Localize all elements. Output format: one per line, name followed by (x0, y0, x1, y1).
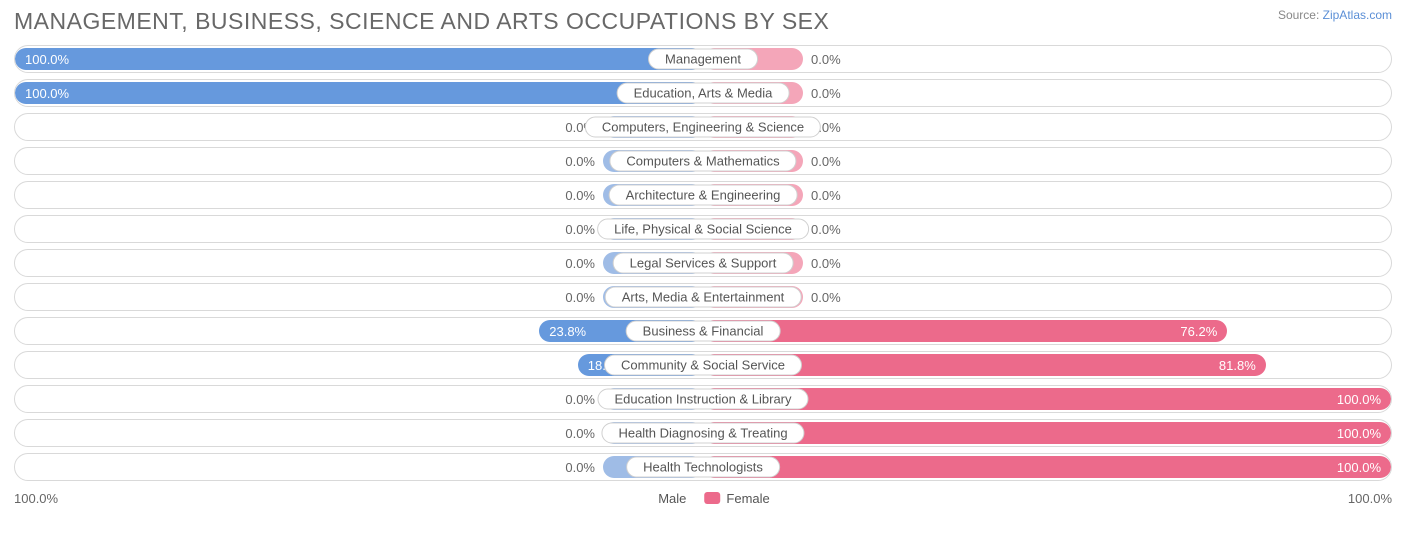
chart-row: 0.0% 0.0% Legal Services & Support (14, 249, 1392, 277)
source-prefix: Source: (1278, 8, 1319, 22)
female-pct-label: 0.0% (811, 182, 841, 208)
female-half: 0.0% (703, 284, 1391, 310)
chart-rows: 100.0% 0.0% Management 100.0% 0.0% Education,… (14, 45, 1392, 481)
legend-label-female: Female (726, 491, 769, 506)
category-label: Education, Arts & Media (617, 83, 790, 104)
male-half: 0.0% (15, 454, 703, 480)
female-pct-label: 0.0% (811, 250, 841, 276)
chart-row: 18.2% 81.8% Community & Social Service (14, 351, 1392, 379)
chart-row: 0.0% 0.0%Life, Physical & Social Science (14, 215, 1392, 243)
female-half: 0.0% (703, 182, 1391, 208)
female-pct-label: 0.0% (811, 216, 841, 242)
female-pct-label: 76.2% (1170, 318, 1227, 344)
source-link[interactable]: ZipAtlas.com (1323, 8, 1392, 22)
female-bar (703, 422, 1391, 444)
category-label: Arts, Media & Entertainment (605, 287, 802, 308)
male-half: 0.0% (15, 148, 703, 174)
legend-item-female: Female (704, 491, 769, 506)
female-half: 0.0% (703, 80, 1391, 106)
chart-footer: 100.0% Male Female 100.0% (14, 487, 1392, 509)
category-label: Health Technologists (626, 457, 780, 478)
legend-label-male: Male (658, 491, 686, 506)
axis-left-label: 100.0% (14, 491, 58, 506)
diverging-bar-chart: MANAGEMENT, BUSINESS, SCIENCE AND ARTS O… (0, 0, 1406, 515)
chart-row: 100.0% 0.0% Management (14, 45, 1392, 73)
male-pct-label: 0.0% (565, 148, 595, 174)
category-label: Education Instruction & Library (597, 389, 808, 410)
category-label: Life, Physical & Social Science (597, 219, 809, 240)
chart-row: 0.0% 100.0% Health Diagnosing & Treating (14, 419, 1392, 447)
female-pct-label: 100.0% (1327, 454, 1391, 480)
chart-row: 23.8% 76.2% Business & Financial (14, 317, 1392, 345)
female-bar (703, 456, 1391, 478)
female-half: 0.0% (703, 46, 1391, 72)
axis-right-label: 100.0% (1348, 491, 1392, 506)
chart-row: 0.0% 100.0% Education Instruction & Librar… (14, 385, 1392, 413)
male-bar (15, 48, 703, 70)
chart-row: 0.0% 0.0% Computers & Mathematics (14, 147, 1392, 175)
female-half: 0.0% (703, 148, 1391, 174)
male-pct-label: 0.0% (565, 420, 595, 446)
category-label: Management (648, 49, 758, 70)
category-label: Architecture & Engineering (609, 185, 798, 206)
male-pct-label: 0.0% (565, 216, 595, 242)
male-half: 23.8% (15, 318, 703, 344)
female-pct-label: 0.0% (811, 148, 841, 174)
category-label: Computers & Mathematics (609, 151, 796, 172)
chart-row: 0.0% 0.0% Architecture & Engineering (14, 181, 1392, 209)
female-half: 0.0% (703, 250, 1391, 276)
category-label: Community & Social Service (604, 355, 802, 376)
legend-swatch-male (636, 492, 652, 504)
female-pct-label: 0.0% (811, 80, 841, 106)
female-half: 81.8% (703, 352, 1391, 378)
male-pct-label: 0.0% (565, 386, 595, 412)
female-bar (703, 320, 1227, 342)
category-label: Business & Financial (626, 321, 781, 342)
chart-row: 0.0% 100.0% Health Technologists (14, 453, 1392, 481)
legend-swatch-female (704, 492, 720, 504)
chart-row: 100.0% 0.0% Education, Arts & Media (14, 79, 1392, 107)
header: MANAGEMENT, BUSINESS, SCIENCE AND ARTS O… (14, 8, 1392, 35)
male-pct-label: 23.8% (539, 318, 596, 344)
female-pct-label: 100.0% (1327, 420, 1391, 446)
female-half: 100.0% (703, 454, 1391, 480)
male-half: 100.0% (15, 46, 703, 72)
category-label: Health Diagnosing & Treating (601, 423, 804, 444)
female-pct-label: 0.0% (811, 284, 841, 310)
chart-row: 0.0%0.0%Computers, Engineering & Science (14, 113, 1392, 141)
male-half: 0.0% (15, 420, 703, 446)
male-pct-label: 100.0% (15, 80, 79, 106)
legend: Male Female (636, 491, 770, 506)
male-half: 0.0% (15, 250, 703, 276)
male-pct-label: 0.0% (565, 250, 595, 276)
male-half: 100.0% (15, 80, 703, 106)
female-pct-label: 0.0% (811, 46, 841, 72)
source-attribution: Source: ZipAtlas.com (1278, 8, 1392, 22)
female-pct-label: 100.0% (1327, 386, 1391, 412)
chart-title: MANAGEMENT, BUSINESS, SCIENCE AND ARTS O… (14, 8, 829, 35)
category-label: Legal Services & Support (613, 253, 794, 274)
male-half: 0.0% (15, 284, 703, 310)
chart-row: 0.0% 0.0% Arts, Media & Entertainment (14, 283, 1392, 311)
male-pct-label: 100.0% (15, 46, 79, 72)
female-half: 76.2% (703, 318, 1391, 344)
female-pct-label: 81.8% (1209, 352, 1266, 378)
female-half: 100.0% (703, 420, 1391, 446)
male-half: 0.0% (15, 182, 703, 208)
male-pct-label: 0.0% (565, 454, 595, 480)
male-half: 18.2% (15, 352, 703, 378)
legend-item-male: Male (636, 491, 686, 506)
male-bar (15, 82, 703, 104)
male-pct-label: 0.0% (565, 284, 595, 310)
male-pct-label: 0.0% (565, 182, 595, 208)
category-label: Computers, Engineering & Science (585, 117, 821, 138)
